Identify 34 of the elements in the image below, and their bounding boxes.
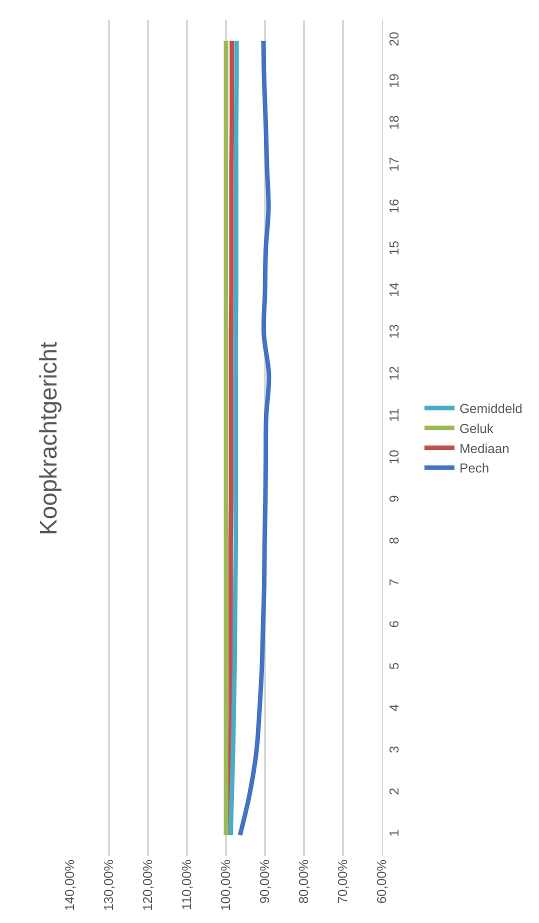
- y-tick-label: 10: [386, 450, 402, 464]
- y-tick-label: 6: [386, 620, 402, 628]
- y-tick-label: 9: [386, 495, 402, 502]
- x-tick-label: 130,00%: [101, 859, 116, 911]
- legend-label: Gemiddeld: [459, 401, 522, 416]
- y-tick-label: 14: [386, 282, 402, 297]
- legend-label: Geluk: [459, 420, 494, 436]
- y-tick-label: 12: [386, 366, 402, 381]
- x-tick-label: 100,00%: [218, 859, 234, 911]
- y-tick-label: 17: [386, 157, 402, 172]
- y-tick-label: 3: [386, 746, 402, 754]
- y-tick-label: 1: [386, 830, 402, 837]
- x-tick-label: 120,00%: [140, 859, 156, 911]
- y-tick-label: 5: [386, 662, 402, 670]
- legend-label: Pech: [459, 460, 490, 476]
- y-tick-label: 8: [386, 536, 402, 544]
- x-tick-label: 60,00%: [374, 859, 390, 904]
- x-tick-label: 70,00%: [335, 859, 350, 904]
- x-tick-label: 110,00%: [179, 859, 194, 910]
- y-tick-label: 2: [386, 788, 402, 795]
- y-tick-label: 20: [386, 32, 402, 46]
- y-tick-label: 13: [386, 324, 402, 339]
- x-tick-label: 80,00%: [296, 859, 312, 904]
- y-tick-label: 19: [386, 74, 402, 88]
- x-tick-label: 90,00%: [257, 859, 272, 904]
- y-tick-label: 4: [386, 704, 402, 712]
- legend-label: Mediaan: [459, 440, 510, 456]
- y-tick-label: 16: [386, 198, 402, 214]
- y-tick-label: 11: [386, 408, 402, 422]
- x-tick-label: 140,00%: [62, 859, 78, 911]
- y-tick-label: 15: [386, 240, 402, 256]
- text: Koopkrachtgericht: [35, 341, 62, 536]
- y-tick-label: 18: [386, 115, 402, 130]
- y-tick-label: 7: [386, 578, 402, 586]
